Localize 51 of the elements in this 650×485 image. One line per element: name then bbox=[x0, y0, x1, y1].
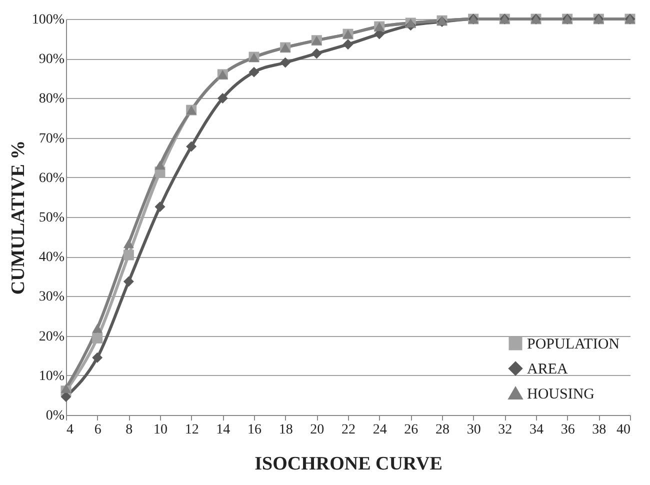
x-tick-label: 14 bbox=[216, 422, 230, 438]
x-tick-label: 26 bbox=[404, 422, 418, 438]
legend-label: HOUSING bbox=[527, 386, 595, 402]
x-tick-label: 34 bbox=[530, 422, 544, 438]
point bbox=[154, 160, 166, 170]
point bbox=[92, 352, 103, 363]
x-tick-label: 16 bbox=[248, 422, 262, 438]
y-tick-label: 20% bbox=[38, 329, 65, 344]
point bbox=[311, 48, 322, 59]
y-tick-label: 90% bbox=[38, 52, 65, 68]
point bbox=[123, 250, 134, 260]
y-tick-label: 10% bbox=[38, 368, 65, 384]
x-tick-label: 40 bbox=[616, 422, 630, 438]
y-tick-label: 40% bbox=[38, 250, 65, 266]
point bbox=[92, 324, 103, 333]
x-tick-label: 12 bbox=[184, 422, 199, 438]
point bbox=[123, 276, 134, 287]
y-tick-label: 30% bbox=[38, 290, 65, 305]
y-tick-label: 50% bbox=[38, 210, 65, 226]
point bbox=[248, 66, 260, 78]
x-tick-label: 20 bbox=[310, 422, 324, 438]
y-axis-title: CUMULATIVE % bbox=[8, 140, 29, 295]
x-tick-label: 28 bbox=[436, 422, 450, 438]
x-tick-label: 6 bbox=[94, 422, 102, 438]
y-tick-label: 60% bbox=[38, 170, 65, 186]
y-tick-label: 100% bbox=[32, 12, 65, 28]
point bbox=[123, 238, 134, 248]
point bbox=[280, 57, 291, 68]
x-tick-label: 38 bbox=[592, 422, 606, 438]
x-tick-label: 8 bbox=[126, 422, 133, 438]
x-tick-label: 24 bbox=[372, 422, 387, 438]
x-tick-label: 22 bbox=[342, 422, 356, 438]
y-tick-label: 70% bbox=[38, 131, 65, 146]
point bbox=[342, 39, 354, 50]
point bbox=[217, 92, 228, 104]
x-tick-label: 4 bbox=[66, 422, 74, 438]
x-axis-title: ISOCHRONE CURVE bbox=[254, 454, 442, 474]
y-tick-label: 80% bbox=[38, 92, 65, 107]
x-tick-label: 32 bbox=[498, 422, 512, 438]
y-tick-label: 0% bbox=[46, 408, 65, 424]
x-tick-label: 18 bbox=[278, 422, 293, 438]
x-tick-label: 30 bbox=[466, 422, 481, 438]
point bbox=[60, 392, 72, 402]
legend-label: POPULATION bbox=[527, 336, 620, 352]
point bbox=[186, 141, 197, 152]
point bbox=[60, 384, 72, 394]
point bbox=[154, 201, 166, 212]
x-tick-label: 10 bbox=[154, 422, 168, 438]
legend-label: AREA bbox=[527, 362, 568, 378]
x-tick-label: 36 bbox=[560, 422, 575, 438]
point bbox=[92, 332, 103, 344]
